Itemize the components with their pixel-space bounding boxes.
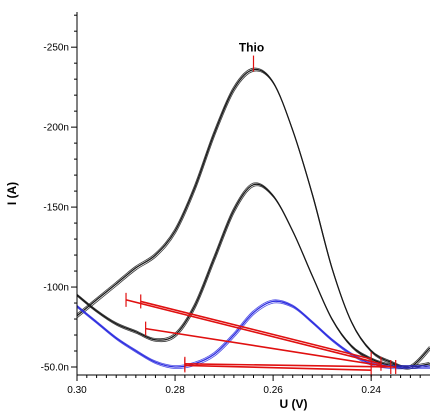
baseline-line	[184, 364, 372, 372]
sample-series-line	[77, 182, 430, 367]
y-tick-label: -200n	[43, 123, 69, 134]
y-tick-label: -100n	[43, 283, 69, 294]
baseline-line	[125, 299, 382, 365]
blank-series-line	[77, 302, 430, 370]
sample-series-line	[77, 68, 430, 369]
series-layer	[77, 67, 430, 370]
y-tick-label: -50.0n	[41, 363, 69, 374]
x-axis-title: U (V)	[280, 397, 308, 411]
tick-layer: -50.0n -100n -150n -200n -250n 0.30 0.28 0.26 0.…	[41, 14, 421, 396]
peak-label: Thio	[239, 41, 264, 55]
baseline-line	[140, 300, 372, 360]
x-tick-label: 0.30	[67, 385, 87, 396]
baseline-line	[184, 363, 396, 368]
annotation-layer: Thio	[239, 41, 264, 72]
y-axis-title: I (A)	[5, 182, 19, 205]
sample-series-line	[77, 70, 430, 370]
y-tick-label: -150n	[43, 203, 69, 214]
baseline-layer	[125, 299, 396, 372]
sample-series-line	[77, 185, 430, 370]
y-tick-label: -250n	[43, 43, 69, 54]
marker-layer	[125, 292, 397, 378]
x-tick-label: 0.24	[361, 385, 381, 396]
baseline-line	[145, 327, 391, 368]
sample-series-line	[77, 183, 430, 368]
x-tick-label: 0.28	[165, 385, 185, 396]
x-tick-label: 0.26	[263, 385, 283, 396]
sample-series-line	[77, 67, 430, 367]
